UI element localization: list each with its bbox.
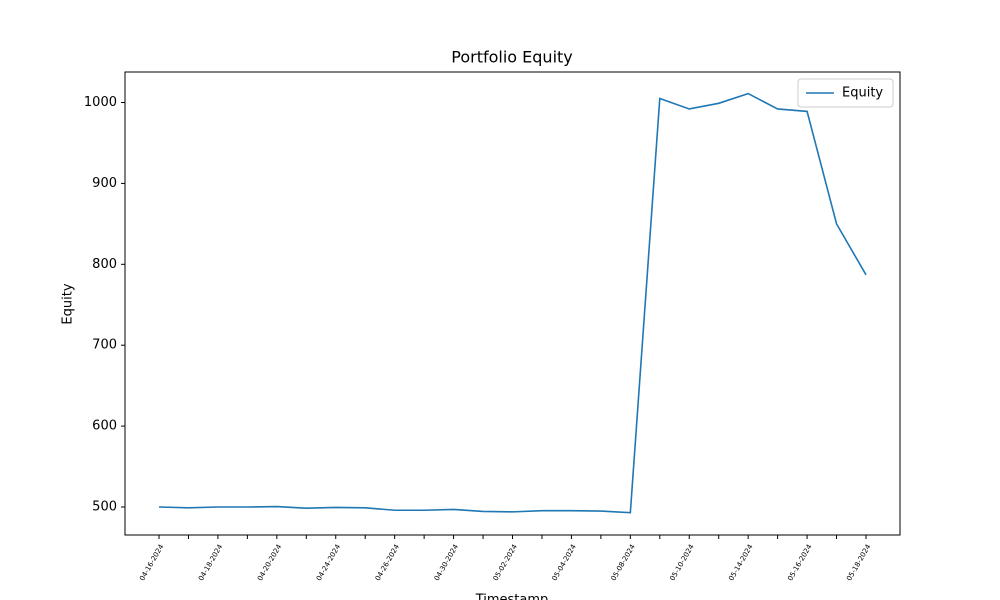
legend-label: Equity [842, 86, 883, 101]
x-tick-label: 04-24-2024 [315, 543, 343, 583]
line-series [158, 92, 867, 514]
y-tick-label: 800 [92, 257, 117, 272]
x-tick-label: 05-08-2024 [610, 543, 638, 583]
x-tick-label: 05-18-2024 [845, 543, 873, 583]
x-tick-label: 04-18-2024 [197, 543, 225, 583]
y-tick-label: 500 [92, 500, 117, 515]
x-axis-label: Timestamp [475, 593, 549, 600]
y-tick-label: 1000 [84, 95, 117, 110]
y-tick-label: 900 [92, 176, 117, 191]
y-tick-label: 700 [92, 338, 117, 353]
x-tick-label: 04-26-2024 [374, 543, 402, 583]
y-axis-label: Equity [61, 283, 76, 324]
x-tick-label: 04-16-2024 [138, 543, 166, 583]
x-tick-label: 04-20-2024 [256, 543, 284, 583]
chart-title: Portfolio Equity [451, 48, 573, 67]
x-tick-label: 05-14-2024 [727, 543, 755, 583]
x-tick-label: 04-30-2024 [433, 543, 461, 583]
x-tick-label: 05-04-2024 [551, 543, 579, 583]
y-tick-label: 600 [92, 419, 117, 434]
x-tick-label: 05-10-2024 [668, 543, 696, 583]
legend-box [797, 78, 894, 108]
plot-frame [124, 71, 901, 536]
x-tick-label: 05-02-2024 [492, 543, 520, 583]
x-tick-label: 05-16-2024 [786, 543, 814, 583]
